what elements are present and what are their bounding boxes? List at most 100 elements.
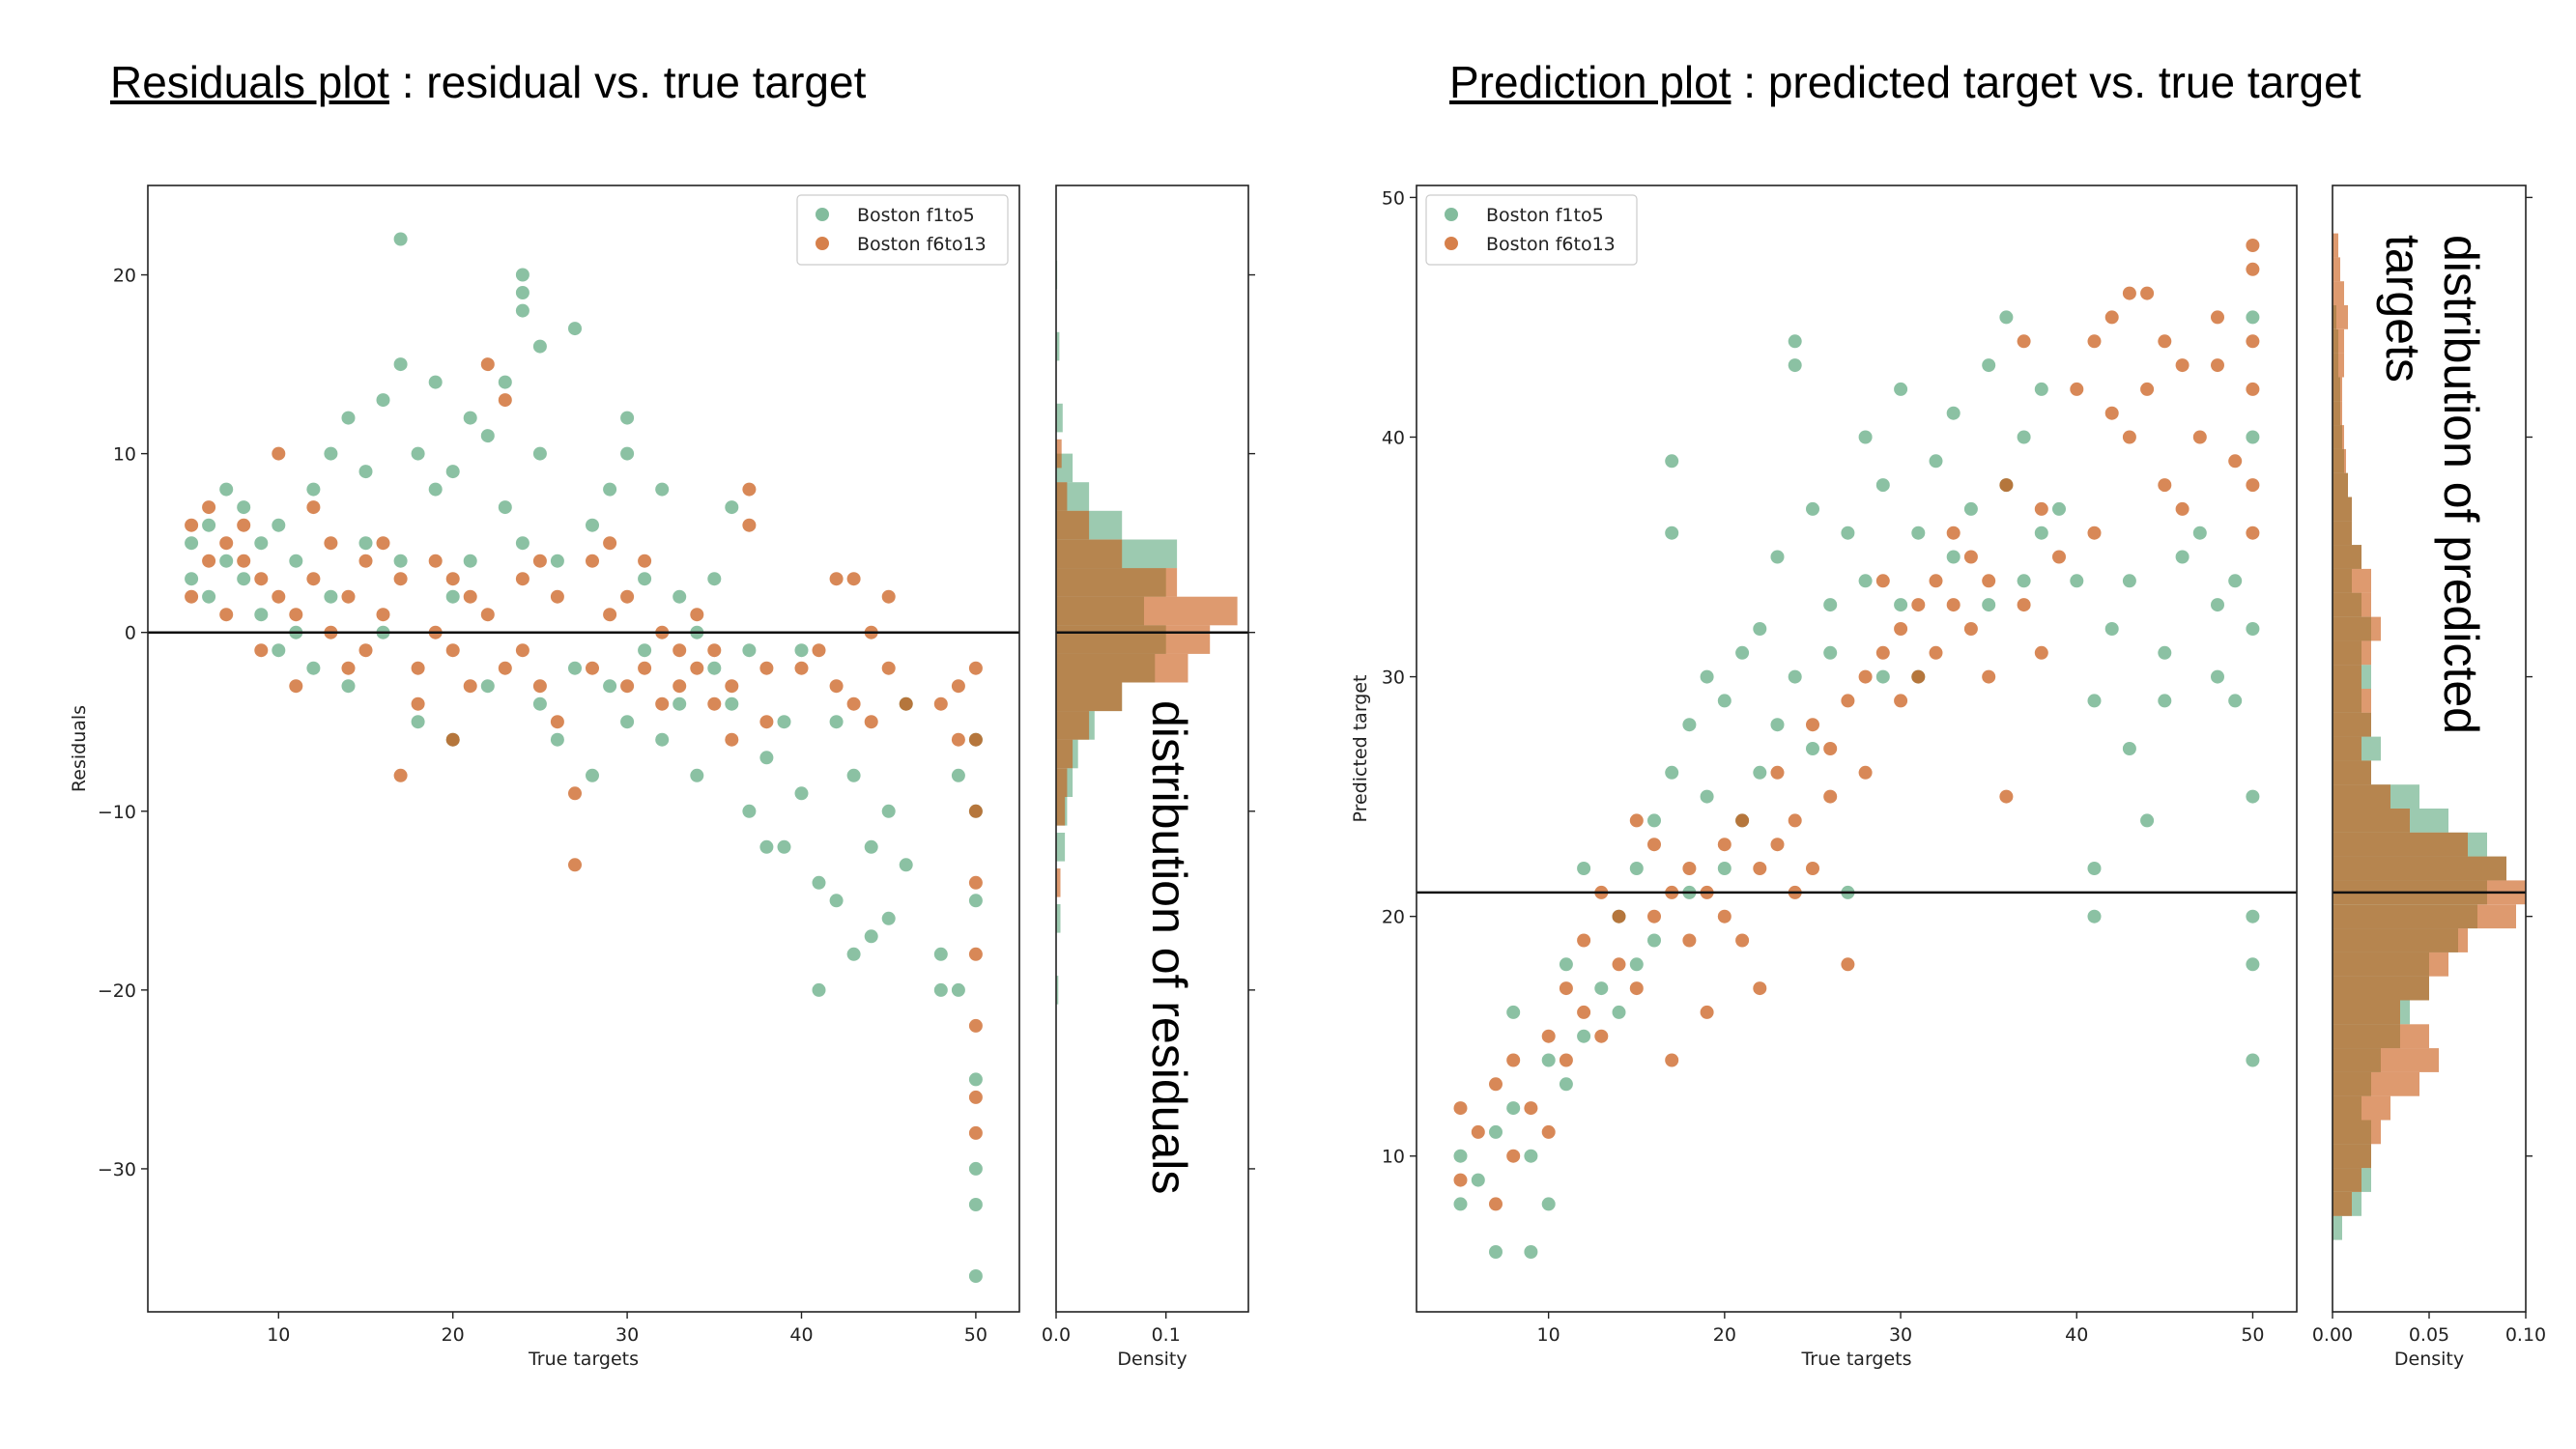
pred-point xyxy=(1858,574,1873,588)
res-point xyxy=(968,1269,983,1283)
pred-legend-marker-2 xyxy=(1445,237,1458,250)
res-point xyxy=(673,643,687,658)
pred-x-tick-label: 30 xyxy=(1889,1324,1912,1346)
pred-point xyxy=(2246,909,2260,923)
res-point xyxy=(393,768,408,782)
pred-point xyxy=(1982,598,1996,612)
pred-density-bar xyxy=(2333,689,2371,713)
pred-point xyxy=(1735,645,1750,660)
res-point xyxy=(532,679,547,694)
pred-point xyxy=(1841,526,1855,540)
pred-point xyxy=(1875,574,1890,588)
res-point xyxy=(725,696,739,711)
pred-point xyxy=(1700,789,1714,804)
pred-point xyxy=(2087,334,2102,349)
res-point xyxy=(655,696,670,711)
res-point xyxy=(515,268,530,282)
res-point xyxy=(341,589,356,604)
res-point xyxy=(603,679,617,694)
res-legend-label-1: Boston f1to5 xyxy=(857,205,975,226)
pred-density-bar xyxy=(2333,665,2361,689)
pred-point xyxy=(2087,694,2102,708)
res-point xyxy=(393,554,408,568)
pred-point xyxy=(1524,1149,1538,1163)
pred-density-plot-area xyxy=(2333,233,2526,1240)
res-point xyxy=(638,572,652,586)
res-point xyxy=(968,1161,983,1176)
pred-point xyxy=(2104,310,2119,325)
res-density-bar xyxy=(1056,403,1063,433)
pred-point xyxy=(1929,574,1943,588)
res-x-axis-label: True targets xyxy=(528,1349,639,1370)
res-point xyxy=(586,554,599,568)
res-point xyxy=(185,536,199,551)
res-point xyxy=(550,715,564,729)
pred-point xyxy=(2034,382,2048,396)
res-point xyxy=(532,696,547,711)
res-density-bar xyxy=(1056,510,1090,540)
pred-point xyxy=(1735,813,1750,828)
pred-point xyxy=(1665,526,1679,540)
pred-point xyxy=(1982,358,1996,373)
res-point xyxy=(568,858,582,872)
pred-density-bar xyxy=(2333,401,2342,426)
pred-point xyxy=(1541,1029,1556,1043)
res-point xyxy=(568,322,582,336)
pred-point xyxy=(1806,718,1819,732)
res-point xyxy=(829,572,844,586)
pred-x-tick-label: 20 xyxy=(1713,1324,1736,1346)
res-point xyxy=(219,554,234,568)
pred-density-bar xyxy=(2333,377,2342,402)
pred-point xyxy=(2228,574,2243,588)
pred-point xyxy=(1682,862,1697,875)
pred-point xyxy=(2246,334,2260,349)
res-x-tick-label: 40 xyxy=(789,1324,813,1346)
pred-point xyxy=(1453,1173,1468,1187)
pred-density-bar xyxy=(2333,904,2516,929)
res-point xyxy=(515,643,530,658)
res-point xyxy=(655,482,670,497)
pred-point xyxy=(1841,957,1855,972)
pred-point xyxy=(1875,478,1890,493)
res-point xyxy=(480,679,495,694)
res-point xyxy=(532,554,547,568)
pred-point xyxy=(1612,909,1626,923)
pred-point xyxy=(2087,526,2102,540)
pred-point xyxy=(1559,1053,1573,1067)
pred-point xyxy=(1541,1197,1556,1211)
res-point xyxy=(272,518,286,532)
res-point xyxy=(968,1072,983,1087)
res-point xyxy=(550,732,564,747)
pred-point xyxy=(1647,813,1661,828)
res-point xyxy=(341,411,356,425)
pred-point xyxy=(1559,1077,1573,1092)
pred-density-bar xyxy=(2333,1144,2371,1169)
pred-density-bar xyxy=(2333,257,2340,282)
res-point xyxy=(620,679,635,694)
res-point xyxy=(951,982,965,997)
pred-point xyxy=(1841,694,1855,708)
pred-x-tick-label: 40 xyxy=(2065,1324,2088,1346)
pred-point xyxy=(1929,454,1943,469)
pred-density-bar xyxy=(2333,1071,2419,1096)
res-point xyxy=(515,572,530,586)
res-point xyxy=(498,661,512,675)
pred-density-bar xyxy=(2333,281,2344,305)
res-point xyxy=(725,500,739,515)
res-point xyxy=(829,679,844,694)
res-point xyxy=(185,589,199,604)
res-point xyxy=(846,768,861,782)
res-plot-area xyxy=(185,232,983,1283)
res-point xyxy=(376,608,390,622)
res-point xyxy=(202,554,216,568)
res-point xyxy=(358,554,373,568)
res-density-bar xyxy=(1056,596,1238,626)
res-point xyxy=(777,839,791,854)
pred-point xyxy=(1982,669,1996,684)
pred-density-bar xyxy=(2333,640,2371,666)
pred-y-tick-label: 40 xyxy=(1382,427,1405,448)
res-point xyxy=(237,518,251,532)
pred-legend-label-1: Boston f1to5 xyxy=(1486,205,1604,226)
pred-point xyxy=(1911,669,1926,684)
pred-y-axis-label: Predicted target xyxy=(1350,674,1371,822)
